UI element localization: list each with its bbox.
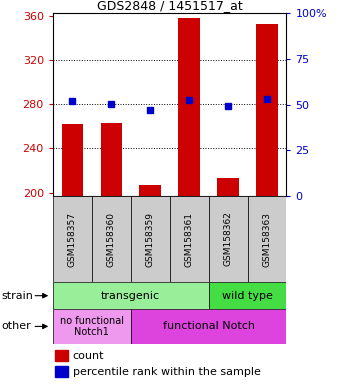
Bar [131, 196, 169, 282]
Text: no functional
Notch1: no functional Notch1 [60, 316, 124, 337]
Text: count: count [73, 351, 104, 361]
Text: GSM158360: GSM158360 [107, 212, 116, 266]
Bar [131, 309, 286, 344]
Bar [217, 178, 239, 196]
Text: GSM158359: GSM158359 [146, 212, 155, 266]
Bar [209, 282, 286, 309]
Text: strain: strain [2, 291, 33, 301]
Bar [53, 282, 209, 309]
Bar [248, 196, 286, 282]
Bar [256, 25, 278, 196]
Text: GSM158362: GSM158362 [224, 212, 233, 266]
Bar [139, 185, 161, 196]
Text: functional Notch: functional Notch [163, 321, 255, 331]
Text: transgenic: transgenic [101, 291, 160, 301]
Bar [101, 123, 122, 196]
Bar [169, 196, 209, 282]
Bar [178, 18, 200, 196]
Bar [53, 309, 131, 344]
Text: percentile rank within the sample: percentile rank within the sample [73, 367, 261, 377]
Bar [53, 196, 92, 282]
Bar [92, 196, 131, 282]
Title: GDS2848 / 1451517_at: GDS2848 / 1451517_at [97, 0, 242, 12]
Bar [62, 124, 83, 196]
Text: GSM158357: GSM158357 [68, 212, 77, 266]
Text: wild type: wild type [222, 291, 273, 301]
Text: GSM158361: GSM158361 [184, 212, 194, 266]
Text: other: other [2, 321, 31, 331]
Bar [55, 366, 68, 377]
Bar [209, 196, 248, 282]
Bar [55, 350, 68, 361]
Text: GSM158363: GSM158363 [263, 212, 271, 266]
